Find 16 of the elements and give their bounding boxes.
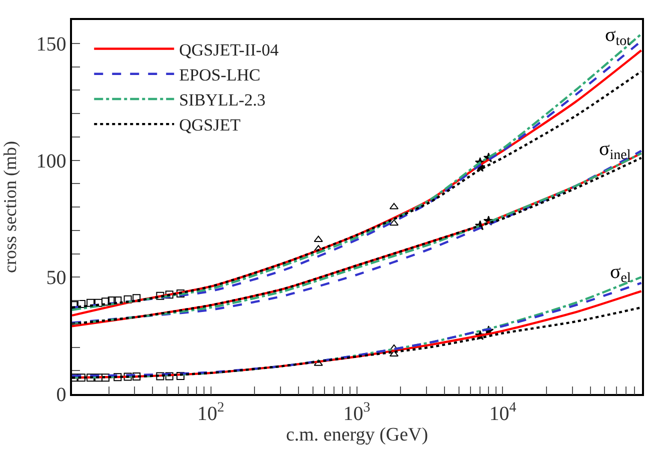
annotation: σ$_{el}$ — [610, 261, 631, 286]
x-tick-label: 10$^{4}$ — [489, 400, 516, 425]
x-tick-label: 10$^{3}$ — [343, 400, 370, 425]
x-axis-title: c.m. energy (GeV) — [286, 424, 428, 446]
x-tick-label: 10$^{2}$ — [197, 400, 224, 425]
y-tick-label: 0 — [56, 384, 66, 406]
y-tick-label: 150 — [36, 33, 66, 56]
legend-label: QGSJET-II-04 — [179, 40, 280, 60]
legend-label: EPOS-LHC — [179, 66, 260, 84]
legend-label: QGSJET — [179, 116, 242, 135]
y-tick-label: 50 — [46, 267, 66, 290]
y-tick-label: 100 — [36, 150, 66, 172]
annotation: σ$_{inel}$ — [599, 138, 631, 164]
annotation: σ$_{tot}$ — [605, 24, 631, 50]
y-axis-title: cross section (mb) — [0, 141, 20, 273]
legend-label: SIBYLL-2.3 — [179, 90, 266, 110]
